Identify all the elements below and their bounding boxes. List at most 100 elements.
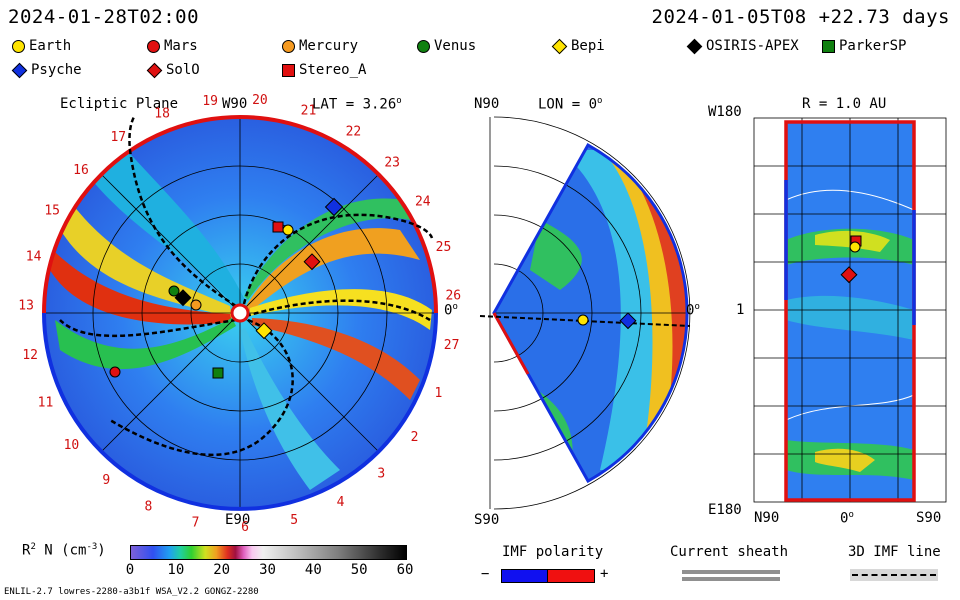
rotation-label: 24 xyxy=(415,195,431,210)
sun-marker xyxy=(230,303,250,323)
legend-label: Venus xyxy=(434,38,477,54)
square-marker-icon xyxy=(282,63,295,77)
legend-item-stereo-a: Stereo_A xyxy=(282,62,366,78)
rotation-label: 4 xyxy=(337,495,345,510)
colorbar-tick-label: 10 xyxy=(167,562,185,578)
rotation-label: 13 xyxy=(18,299,34,314)
circle-marker-icon xyxy=(417,39,430,53)
legend-item-osiris-apex: OSIRIS-APEX xyxy=(686,38,799,54)
legend-label: Earth xyxy=(29,38,72,54)
circle-marker-icon xyxy=(12,39,25,53)
osiris-apex-marker xyxy=(174,289,192,307)
legend-label: Psyche xyxy=(31,62,82,78)
legend-item-psyche: Psyche xyxy=(11,62,82,78)
rotation-label: 16 xyxy=(73,163,89,178)
meridional-psyche-marker xyxy=(619,312,637,330)
legend-label: Mars xyxy=(164,38,198,54)
legend-item-bepi: Bepi xyxy=(551,38,605,54)
radial-solo-marker xyxy=(840,266,858,284)
meridional-bottom-label: S90 xyxy=(474,512,500,528)
rotation-label: 7 xyxy=(192,515,200,530)
legend-item-mercury: Mercury xyxy=(282,38,358,54)
ecliptic-current-sheath xyxy=(59,114,434,457)
meridional-earth-marker xyxy=(577,314,589,326)
colorbar-tick-label: 20 xyxy=(213,562,231,578)
rotation-label: 1 xyxy=(434,386,442,401)
parker-sp-marker xyxy=(212,367,224,379)
rotation-label: 19 xyxy=(202,94,218,109)
circle-marker-icon xyxy=(147,39,160,53)
legend-item-parkersp: ParkerSP xyxy=(822,38,906,54)
legend-label: OSIRIS-APEX xyxy=(706,38,799,54)
colorbar-tick-label: 50 xyxy=(350,562,368,578)
mercury-marker xyxy=(190,299,202,311)
rotation-label: 5 xyxy=(290,513,298,528)
rotation-label: 2 xyxy=(411,430,419,445)
simulation-timestamp: 2024-01-28T02:00 xyxy=(8,6,200,28)
legend-item-venus: Venus xyxy=(417,38,476,54)
model-info: ENLIL-2.7 lowres-2280-a3b1f WSA_V2.2 GON… xyxy=(4,587,259,597)
earth-marker xyxy=(282,224,294,236)
ecliptic-title: Ecliptic Plane xyxy=(60,96,179,112)
circle-marker-icon xyxy=(282,39,295,53)
colorbar-tick-label: 60 xyxy=(396,562,414,578)
legend-item-mars: Mars xyxy=(147,38,198,54)
legend-label: Stereo_A xyxy=(299,62,367,78)
imf-polarity-positive-swatch xyxy=(547,569,595,583)
radial-title: R = 1.0 AU xyxy=(802,96,887,112)
rotation-label: 18 xyxy=(154,107,170,122)
imf-polarity-minus: − xyxy=(481,566,490,582)
psyche-marker xyxy=(324,197,344,217)
run-timestamp: 2024-01-05T08 +22.73 days xyxy=(651,6,950,28)
meridional-lon-label: LON = 0o xyxy=(538,96,603,113)
ecliptic-boundary-blue xyxy=(42,312,438,511)
rotation-label: 23 xyxy=(384,156,400,171)
ecliptic-bottom-label: E90 xyxy=(225,512,251,528)
radial-bottom-left-label: E180 xyxy=(708,502,742,518)
venus-marker xyxy=(168,285,180,297)
rotation-label: 14 xyxy=(26,249,42,264)
meridional-grid xyxy=(489,116,691,510)
legend-label: Mercury xyxy=(299,38,359,54)
rotation-label: 20 xyxy=(252,93,268,108)
radial-x-tick-0: 0o xyxy=(840,510,854,527)
imf-line-title: 3D IMF line xyxy=(848,544,941,560)
radial-x-tick-n90: N90 xyxy=(754,510,780,526)
rotation-label: 17 xyxy=(110,130,126,145)
ecliptic-top-label: W90 xyxy=(222,96,248,112)
meridional-boundary xyxy=(492,142,689,484)
bepi-marker xyxy=(255,322,273,340)
legend-label: SolO xyxy=(166,62,200,78)
rotation-label: 25 xyxy=(436,240,452,255)
mars-marker xyxy=(109,366,121,378)
colorbar-tick-label: 0 xyxy=(125,562,135,578)
imf-polarity-negative-swatch xyxy=(501,569,549,583)
colorbar-tick-label: 30 xyxy=(259,562,276,578)
rotation-label: 15 xyxy=(44,203,60,218)
legend-item-solo: SolO xyxy=(146,62,200,78)
imf-line-dash xyxy=(852,574,936,576)
meridional-top-label: N90 xyxy=(474,96,500,112)
legend-label: Bepi xyxy=(571,38,605,54)
ecliptic-spacecraft xyxy=(109,197,344,379)
rotation-label: 6 xyxy=(241,520,249,535)
imf-polarity-title: IMF polarity xyxy=(502,544,604,560)
ecliptic-lat-label: LAT = 3.26o xyxy=(312,96,402,113)
rotation-label: 8 xyxy=(144,499,152,514)
rotation-label: 22 xyxy=(346,125,362,140)
rotation-label: 26 xyxy=(445,289,461,304)
rotation-label: 27 xyxy=(444,338,460,353)
rotation-label: 3 xyxy=(377,467,385,482)
radial-mid-left-label: 1 xyxy=(736,302,745,318)
rotation-label: 12 xyxy=(22,348,38,363)
solo-marker xyxy=(303,253,321,271)
rotation-label: 9 xyxy=(102,473,110,488)
legend-label: ParkerSP xyxy=(839,38,907,54)
meridional-boundary-red xyxy=(492,312,530,375)
ecliptic-boundary-red-west xyxy=(42,115,241,314)
imf-polarity-plus: + xyxy=(600,566,609,582)
ecliptic-right-label: 0o xyxy=(444,302,458,319)
legend-item-earth: Earth xyxy=(12,38,71,54)
radial-earth-marker xyxy=(849,241,861,253)
